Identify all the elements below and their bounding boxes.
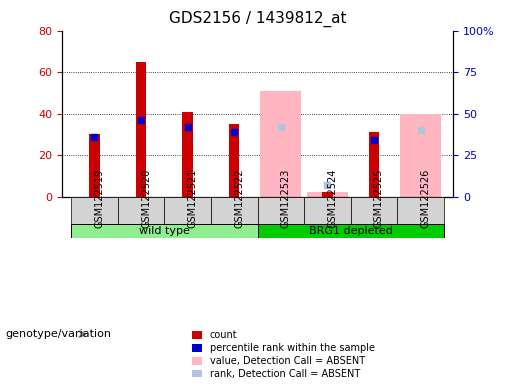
Text: genotype/variation: genotype/variation bbox=[5, 329, 111, 339]
FancyBboxPatch shape bbox=[258, 223, 444, 238]
Bar bbox=[229, 124, 239, 197]
Point bbox=[90, 134, 98, 140]
FancyBboxPatch shape bbox=[164, 197, 211, 223]
Text: GSM122523: GSM122523 bbox=[281, 169, 291, 228]
Title: GDS2156 / 1439812_at: GDS2156 / 1439812_at bbox=[169, 10, 346, 26]
FancyBboxPatch shape bbox=[351, 197, 397, 223]
Text: GSM122526: GSM122526 bbox=[421, 169, 431, 228]
Text: BRG1 depleted: BRG1 depleted bbox=[309, 226, 392, 236]
Point bbox=[137, 117, 145, 123]
Bar bbox=[322, 192, 333, 197]
Legend: count, percentile rank within the sample, value, Detection Call = ABSENT, rank, : count, percentile rank within the sample… bbox=[192, 330, 374, 379]
FancyBboxPatch shape bbox=[71, 197, 118, 223]
Bar bbox=[182, 112, 193, 197]
Bar bbox=[136, 62, 146, 197]
Text: GSM122522: GSM122522 bbox=[234, 169, 244, 228]
Bar bbox=[89, 134, 99, 197]
Point bbox=[183, 124, 192, 130]
Bar bbox=[260, 91, 301, 197]
FancyBboxPatch shape bbox=[258, 197, 304, 223]
FancyBboxPatch shape bbox=[211, 197, 258, 223]
Text: GSM122524: GSM122524 bbox=[328, 169, 337, 228]
Bar bbox=[369, 132, 379, 197]
Text: wild type: wild type bbox=[139, 226, 190, 236]
Bar bbox=[307, 192, 348, 197]
Text: GSM122519: GSM122519 bbox=[94, 169, 105, 228]
Text: GSM122521: GSM122521 bbox=[187, 169, 198, 228]
Point bbox=[277, 124, 285, 130]
Point bbox=[323, 182, 332, 188]
Point bbox=[417, 127, 425, 133]
FancyBboxPatch shape bbox=[397, 197, 444, 223]
FancyBboxPatch shape bbox=[71, 223, 258, 238]
Text: GSM122520: GSM122520 bbox=[141, 169, 151, 228]
Text: GSM122525: GSM122525 bbox=[374, 169, 384, 228]
Bar bbox=[400, 114, 441, 197]
Point bbox=[230, 129, 238, 135]
FancyBboxPatch shape bbox=[304, 197, 351, 223]
Point bbox=[370, 137, 378, 143]
FancyBboxPatch shape bbox=[118, 197, 164, 223]
